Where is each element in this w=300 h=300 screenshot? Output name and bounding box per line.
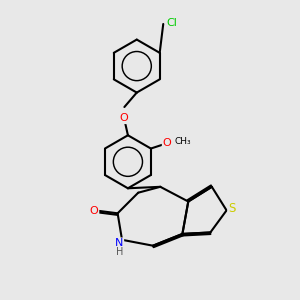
- Text: O: O: [90, 206, 98, 216]
- Text: CH₃: CH₃: [175, 137, 192, 146]
- Text: S: S: [228, 202, 236, 215]
- Text: Cl: Cl: [166, 17, 177, 28]
- Text: O: O: [120, 113, 128, 123]
- Text: O: O: [163, 138, 171, 148]
- Text: N: N: [115, 238, 123, 248]
- Text: H: H: [116, 247, 123, 257]
